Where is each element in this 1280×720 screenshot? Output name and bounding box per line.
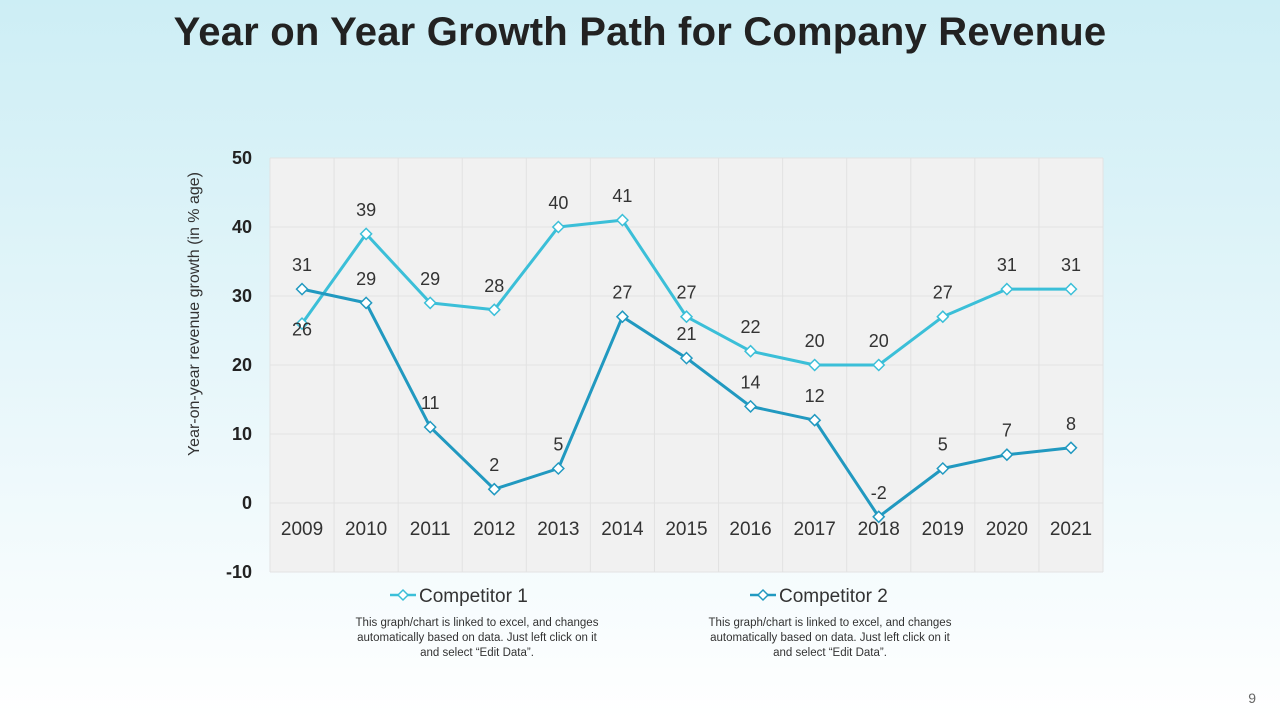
x-tick-label: 2016	[729, 519, 771, 540]
x-tick-label: 2020	[986, 519, 1028, 540]
x-tick-label: 2019	[922, 519, 964, 540]
data-point-marker[interactable]	[295, 317, 309, 331]
x-tick-label: 2021	[1050, 519, 1092, 540]
data-point-marker[interactable]	[872, 358, 886, 372]
x-tick-label: 2011	[410, 519, 451, 540]
data-label: 27	[612, 283, 632, 303]
data-point-marker[interactable]	[808, 413, 822, 427]
data-label: 8	[1066, 414, 1076, 434]
data-label: 20	[869, 331, 889, 351]
data-point-marker[interactable]	[1064, 441, 1078, 455]
data-point-marker[interactable]	[487, 482, 501, 496]
data-point-marker[interactable]	[808, 358, 822, 372]
data-point-marker[interactable]	[744, 344, 758, 358]
x-tick-label: 2012	[473, 519, 515, 540]
y-tick-label: 50	[232, 148, 252, 168]
data-point-marker[interactable]	[423, 420, 437, 434]
data-point-marker[interactable]	[936, 461, 950, 476]
data-point-marker[interactable]	[1000, 448, 1014, 462]
legend-marker-competitor-2	[756, 588, 770, 602]
data-label: 27	[676, 283, 696, 303]
data-point-marker[interactable]	[936, 310, 950, 324]
data-label: 39	[356, 200, 376, 220]
gridlines	[269, 157, 1104, 573]
y-tick-label: 40	[232, 217, 252, 237]
data-label: -2	[871, 483, 887, 503]
x-tick-label: 2018	[858, 519, 900, 540]
x-tick-label: 2013	[537, 519, 579, 540]
data-label: 31	[292, 255, 312, 275]
data-label: 5	[938, 435, 948, 455]
data-point-marker[interactable]	[359, 227, 373, 241]
legend[interactable]: Competitor 1 Competitor 2	[390, 586, 888, 607]
data-label: 40	[548, 193, 568, 213]
data-point-marker[interactable]	[1064, 282, 1078, 296]
data-label: 28	[484, 276, 504, 296]
data-label: 29	[356, 269, 376, 289]
x-tick-label: 2015	[665, 519, 707, 540]
x-tick-label: 2014	[601, 519, 644, 540]
data-label: 12	[805, 386, 825, 406]
data-label: 31	[997, 255, 1017, 275]
data-point-marker[interactable]	[295, 282, 309, 296]
data-label: 22	[741, 317, 761, 337]
data-point-marker[interactable]	[551, 220, 565, 234]
slide-title: Year on Year Growth Path for Company Rev…	[173, 10, 1107, 54]
data-point-marker[interactable]	[872, 510, 886, 524]
data-label: 2	[489, 455, 499, 475]
data-point-marker[interactable]	[487, 303, 501, 317]
data-label: 7	[1002, 421, 1012, 441]
data-point-marker[interactable]	[679, 310, 694, 324]
y-tick-label: 10	[232, 424, 252, 444]
chart-note-left: This graph/chart is linked to excel, and…	[355, 617, 599, 659]
page-number: 9	[1248, 690, 1256, 706]
y-tick-label: 20	[232, 355, 252, 375]
data-label: 27	[933, 283, 953, 303]
data-labels: 26 39 29 28 40 41 27 22 20 20 27 31 31 31 29 11 2 5 27 21 14…	[292, 186, 1081, 503]
data-label: 41	[612, 186, 632, 206]
legend-label-competitor-2: Competitor 2	[779, 586, 888, 607]
data-point-marker[interactable]	[615, 310, 629, 324]
x-tick-label: 2009	[281, 519, 323, 540]
series-lines[interactable]	[295, 213, 1078, 524]
data-point-marker[interactable]	[359, 296, 373, 310]
data-label: 29	[420, 269, 440, 289]
data-label: 11	[421, 393, 440, 413]
data-point-marker[interactable]	[679, 351, 694, 365]
data-point-marker[interactable]	[744, 399, 758, 413]
data-point-marker[interactable]	[551, 461, 565, 476]
data-label: 31	[1061, 255, 1081, 275]
x-tick-label: 2017	[794, 519, 836, 540]
legend-label-competitor-1: Competitor 1	[419, 586, 528, 607]
x-tick-label: 2010	[345, 519, 387, 540]
y-axis-title: Year-on-year revenue growth (in % age)	[186, 172, 203, 456]
data-label: 26	[292, 320, 312, 340]
data-label: 20	[805, 331, 825, 351]
data-point-marker[interactable]	[1000, 282, 1014, 296]
data-point-marker[interactable]	[615, 213, 629, 227]
data-point-marker[interactable]	[423, 296, 437, 310]
y-tick-label: 0	[242, 493, 252, 513]
data-label: 5	[553, 435, 563, 455]
chart-note-right: This graph/chart is linked to excel, and…	[708, 617, 952, 659]
data-label: 14	[741, 372, 761, 392]
y-tick-label: 30	[232, 286, 252, 306]
y-tick-label: -10	[226, 562, 252, 582]
data-label: 21	[676, 324, 696, 344]
legend-marker-competitor-1	[396, 588, 410, 602]
